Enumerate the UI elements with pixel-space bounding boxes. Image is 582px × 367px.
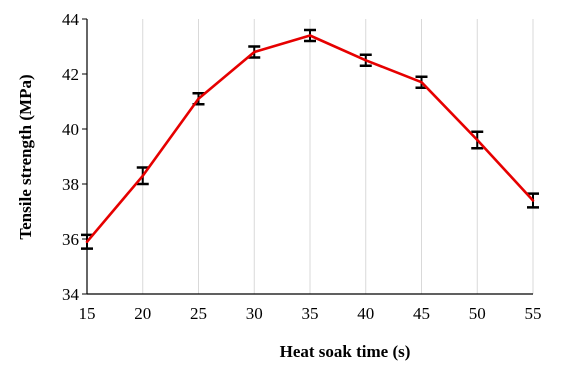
- data-point-40: [364, 58, 368, 62]
- x-tick-label-45: 45: [413, 304, 430, 323]
- data-point-35: [308, 34, 312, 37]
- data-point-30: [252, 50, 256, 54]
- x-tick-label-40: 40: [357, 304, 374, 323]
- x-tick-label-55: 55: [525, 304, 542, 323]
- data-point-15: [85, 240, 89, 244]
- y-tick-label-34: 34: [62, 285, 80, 304]
- y-tick-label-42: 42: [62, 65, 79, 84]
- y-tick-labels: 34 36 38 40 42 44: [62, 10, 80, 304]
- data-point-50: [475, 138, 479, 142]
- axes: [82, 18, 533, 295]
- x-tick-label-15: 15: [79, 304, 96, 323]
- y-tick-label-38: 38: [62, 175, 79, 194]
- y-tick-label-36: 36: [62, 230, 79, 249]
- x-axis-title: Heat soak time (s): [280, 342, 411, 361]
- x-tick-label-30: 30: [246, 304, 263, 323]
- x-tick-labels: 15 20 25 30 35 40 45 50 55: [79, 304, 542, 323]
- data-point-55: [531, 199, 535, 202]
- x-tick-label-50: 50: [469, 304, 486, 323]
- x-tick-label-35: 35: [302, 304, 319, 323]
- x-tick-label-20: 20: [134, 304, 151, 323]
- error-bars: [81, 28, 539, 250]
- data-point-20: [141, 174, 145, 178]
- y-tick-label-40: 40: [62, 120, 79, 139]
- x-tick-label-25: 25: [190, 304, 207, 323]
- gridlines: [142, 19, 534, 294]
- series-lines: [85, 34, 535, 244]
- y-tick-label-44: 44: [62, 10, 80, 29]
- data-point-45: [420, 80, 423, 84]
- y-axis-title: Tensile strength (MPa): [16, 74, 35, 239]
- data-point-25: [197, 97, 200, 101]
